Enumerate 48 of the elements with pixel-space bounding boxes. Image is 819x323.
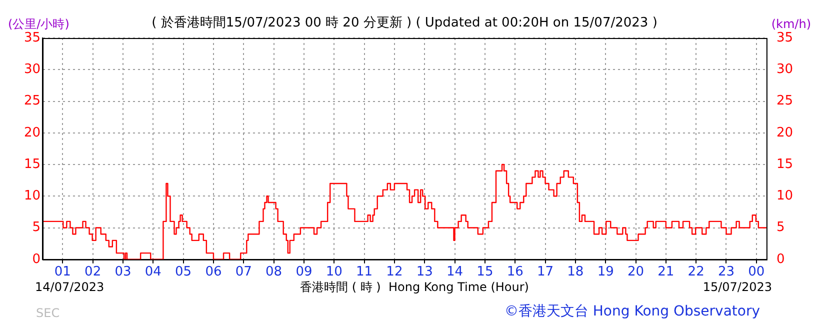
x-tick-label: 12 — [386, 264, 403, 280]
x-tick-label: 18 — [567, 264, 584, 280]
x-tick-label: 22 — [688, 264, 704, 280]
y2-tick-label: 5 — [776, 220, 785, 236]
y-tick-label: 25 — [24, 94, 41, 109]
y-axis-title: (公里/小時) — [8, 17, 70, 32]
text: SEC — [36, 306, 60, 320]
x-tick-label: 20 — [627, 264, 644, 280]
chart-title: ( 於香港時間15/07/2023 00 時 20 分更新 ) ( Updated at 00:20H on 15/07/2023 ) — [152, 15, 658, 30]
x-tick-label: 01 — [54, 264, 71, 280]
y2-tick-label: 15 — [776, 156, 794, 172]
y-tick-label: 30 — [24, 62, 41, 78]
y2-tick-label: 30 — [776, 62, 794, 78]
y-tick-label: 0 — [32, 252, 41, 267]
x-tick-label: 21 — [658, 264, 674, 280]
x-tick-label: 02 — [84, 264, 102, 280]
y2-tick-label: 20 — [776, 125, 794, 140]
x-tick-label: 07 — [235, 264, 252, 280]
x-tick-label: 00 — [748, 264, 765, 280]
x-tick-label: 16 — [506, 264, 524, 280]
text: 15/07/2023 — [702, 280, 772, 294]
y2-axis-title: (km/h) — [771, 17, 811, 32]
x-tick-label: 19 — [597, 264, 614, 280]
x-tick-label: 11 — [356, 264, 373, 280]
x-tick-label: 03 — [114, 264, 132, 280]
y-tick-label: 10 — [24, 188, 41, 204]
x-tick-label: 13 — [416, 264, 433, 280]
y2-tick-label: 10 — [776, 188, 794, 204]
y2-tick-label: 35 — [776, 30, 794, 46]
y-tick-label: 15 — [24, 156, 41, 172]
x-tick-label: 09 — [296, 264, 312, 280]
x-tick-label: 08 — [266, 264, 282, 280]
x-tick-label: 06 — [205, 264, 222, 280]
x-tick-label: 17 — [536, 264, 554, 280]
x-tick-label: 23 — [718, 264, 735, 280]
y2-tick-label: 0 — [776, 252, 785, 267]
x-tick-label: 04 — [144, 264, 162, 280]
y-tick-label: 35 — [24, 30, 41, 46]
text: ©香港天文台 Hong Kong Observatory — [504, 304, 760, 320]
y-tick-label: 5 — [32, 220, 41, 236]
x-axis-title: 香港時間 ( 時 ) Hong Kong Time (Hour) — [300, 280, 529, 294]
y2-tick-label: 25 — [776, 94, 794, 109]
x-tick-label: 10 — [326, 264, 342, 280]
x-tick-label: 15 — [476, 264, 494, 280]
y-tick-label: 20 — [24, 125, 41, 140]
x-tick-label: 05 — [175, 264, 192, 280]
x-tick-label: 14 — [446, 264, 464, 280]
text: 14/07/2023 — [35, 280, 104, 294]
